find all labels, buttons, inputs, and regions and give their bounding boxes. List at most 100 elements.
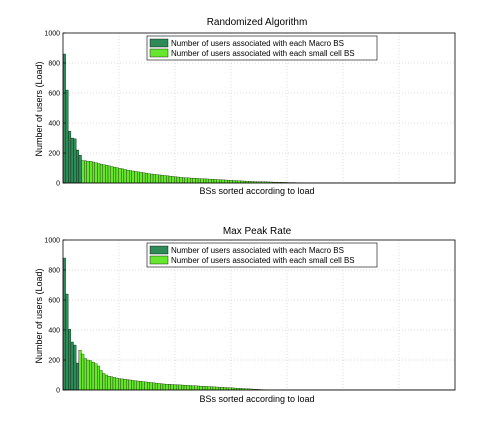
bar-small-cell-bs: [220, 387, 224, 391]
bar-macro-bs: [65, 293, 69, 391]
y-axis-label: Number of users (Load): [34, 268, 44, 363]
legend-swatch-macro: [149, 38, 169, 48]
bar-small-cell-bs: [141, 381, 145, 391]
bar-small-cell-bs: [213, 179, 217, 184]
bar-small-cell-bs: [218, 386, 222, 391]
bar-macro-bs: [70, 137, 74, 184]
bar-small-cell-bs: [168, 175, 172, 184]
bar-small-cell-bs: [134, 171, 138, 184]
bar-small-cell-bs: [178, 384, 182, 391]
bar-small-cell-bs: [78, 350, 82, 391]
y-tick-label-400: 400: [48, 121, 60, 128]
bar-small-cell-bs: [107, 376, 111, 391]
bar-small-cell-bs: [187, 177, 191, 184]
bar-macro-bs: [78, 155, 82, 184]
bar-small-cell-bs: [120, 378, 124, 391]
bar-small-cell-bs: [202, 386, 206, 391]
bar-small-cell-bs: [81, 353, 85, 391]
y-tick-label-400: 400: [48, 328, 60, 335]
bar-small-cell-bs: [157, 383, 161, 391]
bars: [62, 53, 456, 184]
bar-small-cell-bs: [160, 175, 164, 184]
bar-small-cell-bs: [210, 386, 214, 391]
bar-small-cell-bs: [192, 178, 196, 184]
bar-small-cell-bs: [99, 370, 103, 391]
x-axis-label: BSs sorted according to load: [199, 186, 314, 196]
bar-macro-bs: [65, 89, 69, 184]
bar-small-cell-bs: [155, 174, 159, 184]
bar-small-cell-bs: [149, 382, 153, 391]
legend-swatch-small-cell: [149, 48, 169, 58]
bar-small-cell-bs: [104, 374, 108, 391]
bar-small-cell-bs: [179, 177, 183, 184]
bar-small-cell-bs: [181, 384, 185, 391]
bar-small-cell-bs: [150, 173, 154, 184]
bar-small-cell-bs: [216, 179, 220, 184]
bar-small-cell-bs: [139, 381, 143, 391]
bar-small-cell-bs: [107, 165, 111, 184]
y-ticks: 0 200 400 600 800 1000: [44, 31, 66, 188]
bar-small-cell-bs: [144, 173, 148, 184]
bar-small-cell-bs: [186, 385, 190, 391]
bar-small-cell-bs: [94, 363, 98, 391]
bar-small-cell-bs: [166, 175, 170, 184]
bar-small-cell-bs: [212, 386, 216, 391]
bar-small-cell-bs: [81, 160, 85, 184]
bar-small-cell-bs: [112, 377, 116, 391]
bar-small-cell-bs: [115, 377, 119, 391]
bar-small-cell-bs: [84, 160, 87, 184]
bar-small-cell-bs: [97, 163, 101, 184]
bar-small-cell-bs: [118, 378, 122, 391]
bar-macro-bs: [76, 362, 79, 391]
y-tick-label-0: 0: [56, 181, 60, 188]
bar-small-cell-bs: [207, 386, 211, 391]
bar-macro-bs: [73, 344, 77, 391]
bar-small-cell-bs: [126, 169, 130, 184]
bar-small-cell-bs: [219, 179, 223, 184]
bar-small-cell-bs: [183, 385, 187, 391]
bar-small-cell-bs: [197, 385, 200, 391]
legend-label-small-cell: Number of users associated with each sma…: [171, 49, 355, 58]
bar-small-cell-bs: [147, 173, 151, 184]
bar-macro-bs: [70, 341, 74, 391]
bar-small-cell-bs: [152, 174, 156, 184]
bar-small-cell-bs: [83, 358, 87, 391]
bar-small-cell-bs: [123, 169, 127, 184]
y-tick-label-1000: 1000: [44, 31, 60, 38]
bar-small-cell-bs: [131, 380, 135, 391]
bar-small-cell-bs: [110, 376, 114, 391]
bar-small-cell-bs: [221, 179, 225, 184]
bar-small-cell-bs: [175, 384, 179, 391]
bar-small-cell-bs: [128, 379, 132, 391]
y-axis-label: Number of users (Load): [34, 61, 44, 156]
bar-small-cell-bs: [163, 175, 167, 184]
bar-small-cell-bs: [125, 379, 129, 391]
plot-frame: [62, 239, 456, 391]
bar-small-cell-bs: [121, 168, 125, 184]
bar-small-cell-bs: [86, 160, 90, 184]
bar-small-cell-bs: [91, 362, 95, 391]
legend-box: [146, 242, 378, 268]
legend-box: [146, 35, 378, 61]
bar-small-cell-bs: [147, 382, 150, 391]
bar-small-cell-bs: [171, 176, 175, 184]
chart-title: Randomized Algorithm: [207, 17, 308, 28]
bar-small-cell-bs: [176, 176, 180, 184]
bar-small-cell-bs: [199, 385, 203, 391]
bar-small-cell-bs: [173, 384, 177, 391]
bar-small-cell-bs: [137, 171, 140, 184]
bar-small-cell-bs: [129, 170, 133, 184]
chart-randomized-algorithm: Randomized Algorithm Number of users (Lo…: [34, 17, 456, 196]
bar-small-cell-bs: [154, 382, 158, 391]
bar-small-cell-bs: [97, 365, 100, 391]
bar-small-cell-bs: [205, 178, 209, 184]
bar-small-cell-bs: [139, 172, 143, 184]
bar-small-cell-bs: [189, 177, 193, 184]
chart-max-peak-rate: Max Peak Rate Number of users (Load) BSs…: [34, 226, 456, 404]
y-tick-label-200: 200: [48, 151, 60, 158]
y-tick-label-800: 800: [48, 61, 60, 68]
bar-small-cell-bs: [110, 166, 114, 184]
bar-small-cell-bs: [91, 161, 95, 184]
bar-small-cell-bs: [118, 168, 122, 184]
